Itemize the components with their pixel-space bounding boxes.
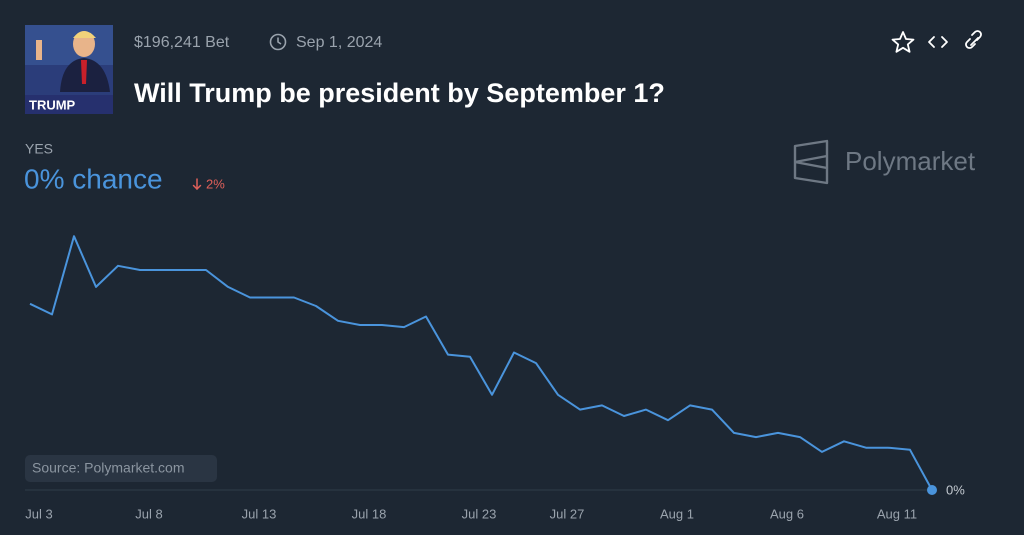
x-tick-label: Jul 18 xyxy=(352,506,387,521)
x-tick-label: Aug 6 xyxy=(770,506,804,521)
x-tick-label: Jul 8 xyxy=(135,506,162,521)
embed-button[interactable] xyxy=(928,36,948,48)
favorite-button[interactable] xyxy=(891,31,915,53)
image-hand xyxy=(36,40,42,60)
clock-icon xyxy=(269,33,287,51)
x-tick-label: Aug 11 xyxy=(877,506,917,521)
link-button[interactable] xyxy=(965,30,982,49)
image-caption: TRUMP xyxy=(29,97,76,112)
market-title: Will Trump be president by September 1? xyxy=(134,78,665,108)
chance: 0% chance xyxy=(24,163,163,194)
x-tick-label: Jul 27 xyxy=(550,506,585,521)
brand-name: Polymarket xyxy=(845,146,976,176)
market-image: TRUMP xyxy=(25,25,113,114)
source-badge xyxy=(25,455,217,482)
y-tick-label: 0% xyxy=(946,482,965,497)
x-tick-label: Aug 1 xyxy=(660,506,694,521)
outcome-label: YES xyxy=(25,141,53,157)
end-date: Sep 1, 2024 xyxy=(296,34,382,51)
volume: $196,241 Bet xyxy=(134,34,230,51)
brand-logo xyxy=(793,139,829,185)
change: 2% xyxy=(206,176,225,191)
x-tick-label: Jul 23 xyxy=(462,506,497,521)
x-tick-label: Jul 3 xyxy=(25,506,52,521)
image-hair xyxy=(73,31,96,38)
x-tick-label: Jul 13 xyxy=(242,506,277,521)
current-point xyxy=(927,485,937,495)
image-tie xyxy=(81,60,87,84)
price-line xyxy=(29,235,933,491)
down-arrow xyxy=(192,178,202,191)
source: Source: Polymarket.com xyxy=(32,460,185,476)
image-podium xyxy=(25,95,113,114)
